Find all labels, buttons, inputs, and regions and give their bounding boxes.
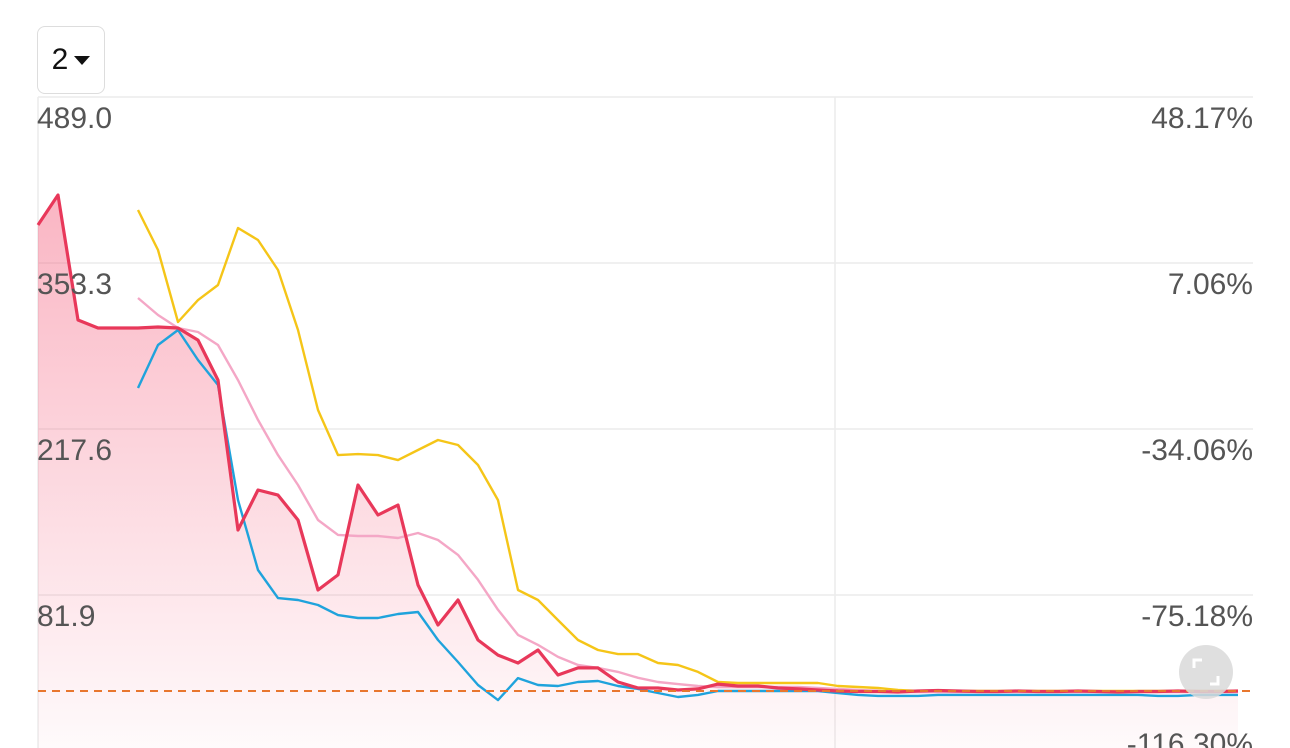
y2-tick-label: 48.17% [1151, 102, 1253, 135]
y2-tick-label: 7.06% [1168, 268, 1253, 301]
y2-tick-label: -75.18% [1141, 600, 1253, 633]
y-tick-label: 353.3 [37, 268, 112, 301]
series-line [136, 328, 1238, 702]
y-tick-label: 217.6 [37, 434, 112, 467]
caret-icon [74, 55, 91, 65]
y2-tick-label: -34.06% [1141, 434, 1253, 467]
period-selector[interactable]: 2 [37, 26, 105, 94]
y2-tick-label: -116.30% [1127, 728, 1253, 748]
expand-icon [1192, 658, 1220, 686]
period-label: 2 [51, 43, 69, 76]
y-tick-label: 489.0 [37, 102, 112, 135]
price-area [38, 195, 1238, 748]
y-tick-label: 81.9 [37, 600, 95, 633]
expand-button[interactable] [1179, 645, 1233, 699]
expand-circle [1179, 645, 1233, 699]
